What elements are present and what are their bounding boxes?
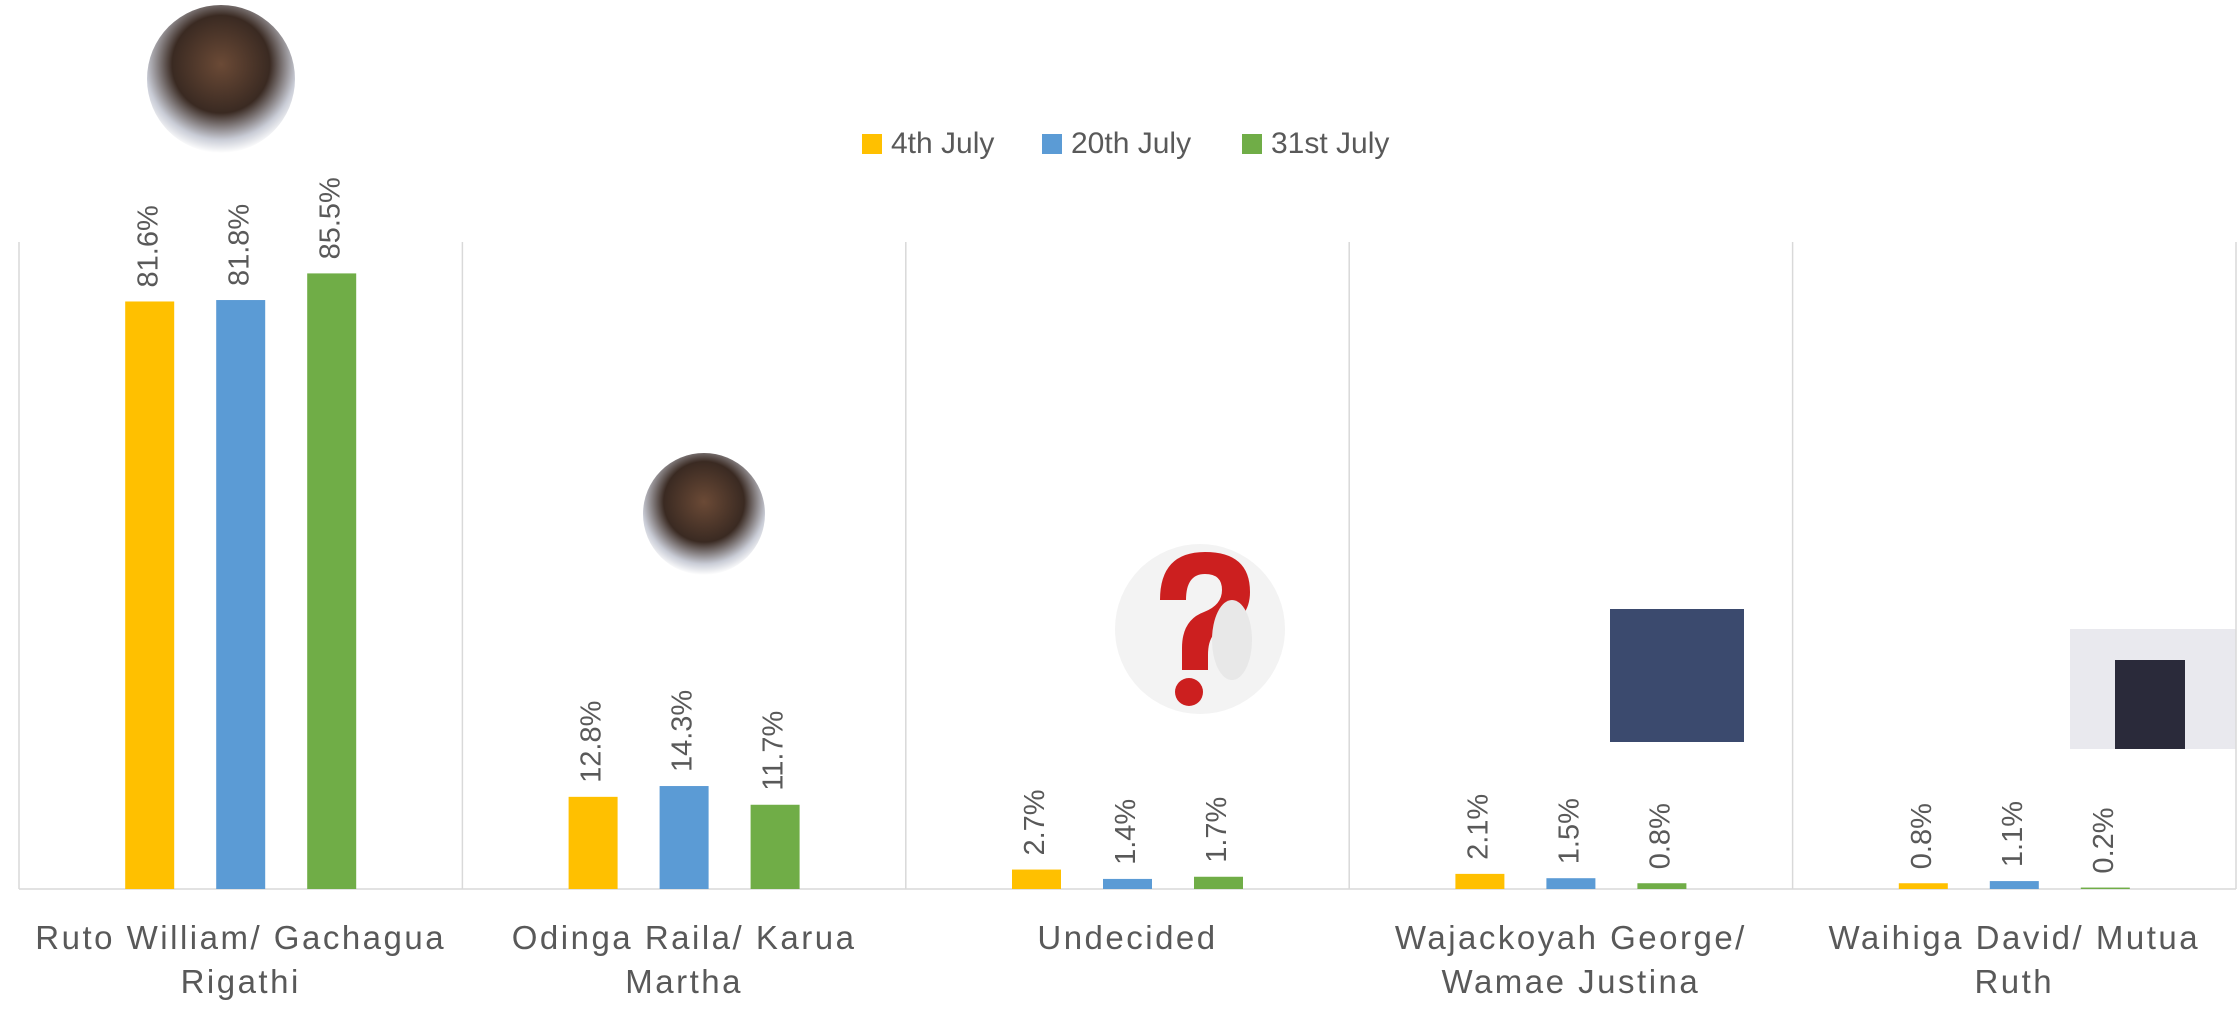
bar (1012, 869, 1061, 889)
bar (1546, 878, 1596, 889)
data-label: 85.5% (314, 177, 346, 259)
x-tick-label: Odinga Raila/ Karua Martha (511, 919, 857, 1000)
candidate-photo (643, 453, 765, 575)
data-label: 1.7% (1201, 797, 1233, 863)
data-label: 2.1% (1463, 794, 1495, 860)
x-tick-label: Undecided (1037, 919, 1218, 956)
bar (1989, 881, 2039, 889)
data-label: 0.8% (1906, 803, 1938, 869)
data-label: 0.2% (2088, 807, 2120, 873)
legend-swatch (1242, 134, 1262, 154)
legend-swatch (1042, 134, 1062, 154)
legend-label: 4th July (891, 127, 994, 160)
candidate-photo (147, 5, 295, 153)
bar (659, 786, 709, 889)
data-label: 2.7% (1019, 789, 1051, 855)
legend-label: 31st July (1271, 127, 1389, 160)
bar (1455, 873, 1505, 889)
bar (2080, 887, 2130, 889)
bar (568, 796, 618, 889)
bar (1898, 883, 1948, 889)
x-tick-label: Ruto William/ Gachagua Rigathi (35, 919, 447, 1000)
x-tick-label: Waihiga David/ Mutua Ruth (1828, 919, 2201, 1000)
question-icon (1115, 544, 1285, 714)
data-label: 11.7% (758, 711, 790, 791)
bar (125, 301, 175, 890)
data-label: 14.3% (667, 690, 699, 772)
x-tick-label: Wajackoyah George/ Wamae Justina (1394, 919, 1747, 1000)
bar (1637, 883, 1687, 889)
bar (1194, 876, 1243, 889)
data-label: 12.8% (576, 701, 608, 783)
data-label: 81.8% (223, 204, 255, 286)
bar (216, 300, 266, 889)
data-label: 81.6% (132, 205, 164, 287)
candidate-photo-figure (2115, 660, 2185, 749)
candidate-photo (1610, 609, 1744, 742)
data-label: 1.5% (1554, 798, 1586, 864)
legend-label: 20th July (1071, 127, 1191, 160)
bar (750, 804, 800, 889)
bar (307, 273, 357, 889)
data-label: 1.1% (1997, 801, 2029, 867)
legend-swatch (862, 134, 882, 154)
bar (1103, 878, 1152, 889)
data-label: 1.4% (1110, 799, 1142, 865)
data-label: 0.8% (1645, 803, 1677, 869)
